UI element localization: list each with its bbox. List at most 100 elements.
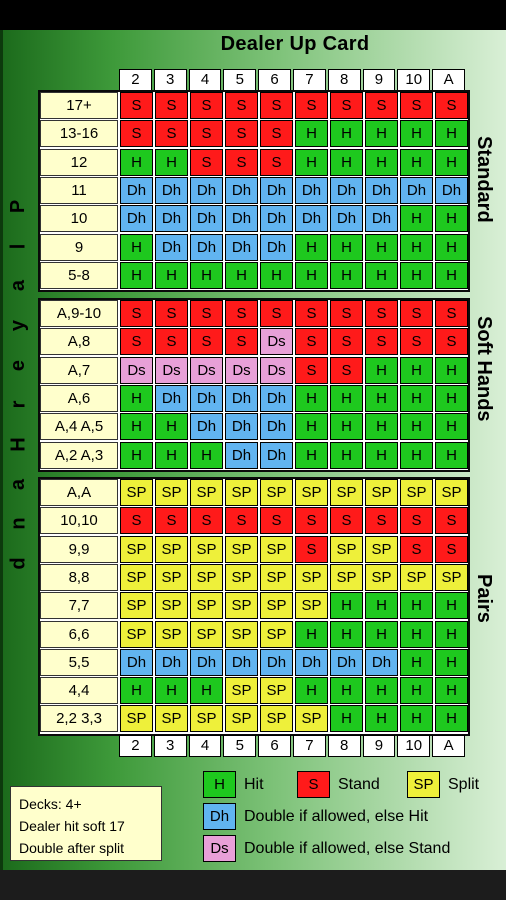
section-label-soft: Soft Hands: [473, 316, 495, 422]
action-cell: SP: [260, 563, 293, 591]
action-cell: S: [155, 300, 188, 327]
action-cell: S: [225, 300, 258, 327]
action-cell: H: [295, 441, 328, 469]
hand-row: A,7 Ds Ds Ds Ds Ds S S H H H: [40, 356, 470, 386]
action-cell: Dh: [365, 176, 398, 204]
action-cell: H: [400, 441, 433, 469]
action-cell: S: [435, 92, 468, 119]
action-cell: H: [295, 620, 328, 648]
player-hand-cell: A,2 A,3: [40, 441, 118, 469]
player-hand-cell: 11: [40, 176, 118, 204]
action-cell: H: [365, 233, 398, 261]
action-cell: Dh: [155, 233, 188, 261]
action-cell: S: [295, 535, 328, 563]
action-cell: SP: [330, 479, 363, 506]
action-cell: SP: [225, 620, 258, 648]
action-cell: SP: [225, 705, 258, 733]
action-cell: S: [225, 328, 258, 356]
legend-stand-text: Stand: [338, 775, 380, 793]
player-hand-letter: d: [7, 557, 30, 570]
action-cell: SP: [400, 563, 433, 591]
action-cell: S: [400, 300, 433, 327]
action-cell: H: [225, 261, 258, 289]
action-cell: SP: [260, 620, 293, 648]
action-cell: H: [400, 205, 433, 233]
action-cell: S: [155, 120, 188, 148]
action-cell: H: [295, 413, 328, 441]
action-cell: SP: [155, 479, 188, 506]
action-cell: SP: [155, 592, 188, 620]
action-cell: H: [365, 592, 398, 620]
action-cell: H: [190, 677, 223, 705]
player-hand-cell: 13-16: [40, 120, 118, 148]
action-cell: H: [330, 592, 363, 620]
action-cell: H: [400, 384, 433, 412]
action-cell: Ds: [225, 356, 258, 384]
hand-row: 10 Dh Dh Dh Dh Dh Dh Dh Dh H H: [40, 205, 470, 234]
action-cell: S: [260, 120, 293, 148]
action-cell: H: [120, 384, 153, 412]
action-cell: S: [435, 328, 468, 356]
action-cell: S: [155, 328, 188, 356]
hand-row: 9 H Dh Dh Dh Dh H H H H H: [40, 233, 470, 263]
action-cell: Ds: [260, 356, 293, 384]
action-cell: Dh: [225, 233, 258, 261]
action-cell: H: [365, 356, 398, 384]
action-cell: H: [435, 592, 468, 620]
player-hand-cell: 9,9: [40, 535, 118, 563]
action-cell: SP: [155, 563, 188, 591]
action-cell: SP: [190, 620, 223, 648]
action-cell: H: [400, 648, 433, 676]
player-hand-letter: n: [7, 517, 30, 530]
action-cell: S: [400, 535, 433, 563]
action-cell: H: [400, 677, 433, 705]
action-cell: S: [260, 300, 293, 327]
hand-row: 12 H H S S S H H H H H: [40, 148, 470, 178]
action-cell: Dh: [120, 176, 153, 204]
action-cell: Dh: [225, 384, 258, 412]
player-hand-cell: A,6: [40, 384, 118, 412]
action-cell: H: [400, 705, 433, 733]
action-cell: SP: [295, 592, 328, 620]
action-cell: H: [400, 413, 433, 441]
action-cell: H: [400, 592, 433, 620]
action-cell: H: [330, 413, 363, 441]
action-cell: SP: [120, 705, 153, 733]
action-cell: S: [295, 328, 328, 356]
action-cell: H: [155, 148, 188, 176]
action-cell: Dh: [190, 413, 223, 441]
action-cell: SP: [225, 677, 258, 705]
player-hand-letter: e: [7, 359, 30, 371]
legend-split-text: Split: [448, 775, 480, 793]
action-cell: Dh: [190, 384, 223, 412]
action-cell: H: [120, 413, 153, 441]
dealer-card-header: 6: [258, 735, 291, 757]
hand-row: 6,6 SP SP SP SP SP H H H H H: [40, 620, 470, 650]
action-cell: SP: [225, 479, 258, 506]
action-cell: SP: [225, 535, 258, 563]
action-cell: H: [120, 261, 153, 289]
action-cell: SP: [120, 563, 153, 591]
action-cell: SP: [260, 677, 293, 705]
action-cell: SP: [120, 592, 153, 620]
action-cell: S: [120, 92, 153, 119]
action-cell: H: [120, 148, 153, 176]
action-cell: S: [365, 328, 398, 356]
hand-row: A,9-10 S S S S S S S S S S: [40, 300, 470, 329]
hand-row: 5-8 H H H H H H H H H H: [40, 261, 470, 291]
action-cell: Dh: [330, 648, 363, 676]
rule-decks: Decks: 4+: [19, 796, 82, 812]
action-cell: S: [155, 507, 188, 535]
action-cell: S: [225, 120, 258, 148]
action-cell: S: [365, 300, 398, 327]
section-label-standard: Standard: [473, 136, 495, 223]
action-cell: H: [330, 148, 363, 176]
action-cell: H: [400, 356, 433, 384]
player-hand-cell: 4,4: [40, 677, 118, 705]
action-cell: S: [190, 148, 223, 176]
dealer-card-header: A: [432, 735, 465, 757]
player-hand-cell: 10,10: [40, 507, 118, 535]
action-cell: H: [260, 261, 293, 289]
action-cell: S: [120, 120, 153, 148]
